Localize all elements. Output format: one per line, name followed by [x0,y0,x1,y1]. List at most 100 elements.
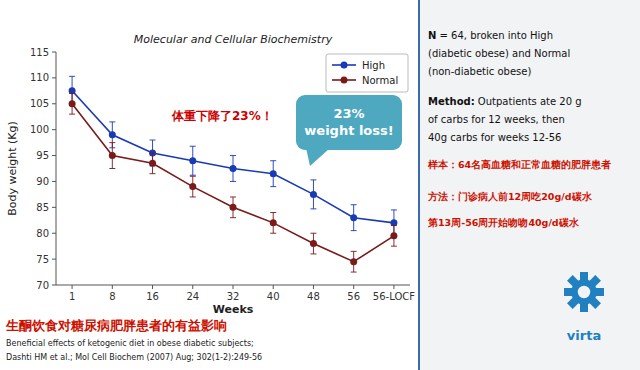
x-tick-label: 48 [307,291,320,302]
logo: virta [564,272,604,343]
error-bar [69,93,75,114]
x-tick [313,285,314,289]
annotation: 体重下降了23%！ [171,109,273,123]
legend-label: High [362,60,385,71]
x-tick-label: 16 [146,291,159,302]
x-tick-label: 40 [267,291,280,302]
sample-text-part: = 64, broken into High [436,30,553,41]
error-bar [270,161,276,187]
bottom-title: 生酮饮食对糖尿病肥胖患者的有益影响 [5,318,227,333]
method-text-part: Method: [428,96,475,107]
x-tick-label: 1 [69,291,75,302]
data-point [390,232,397,239]
error-bar [391,225,397,246]
y-tick-label: 80 [36,228,49,239]
y-tick [52,181,56,182]
y-tick-label: 100 [30,124,49,135]
bubble-text: 23%weight loss! [304,106,393,138]
error-bar [109,143,115,169]
right-panel [419,0,640,370]
y-tick-label: 95 [36,150,49,161]
error-bar [310,233,316,254]
sample-text-part: N [428,30,436,41]
legend-marker [341,77,348,84]
bubble-box [296,95,402,150]
y-tick-label: 110 [30,72,49,83]
y-axis-line [56,52,57,285]
divider [418,0,420,370]
bubble-tail [306,148,330,166]
x-tick [393,285,394,289]
y-tick [52,52,56,53]
data-point [149,160,156,167]
x-tick [112,285,113,289]
logo-ring [575,283,594,302]
y-tick-label: 115 [30,47,49,58]
y-tick [52,103,56,104]
speech-bubble: 23%weight loss! [296,95,402,166]
data-point [310,240,317,247]
chinese-note: 第13周-56周开始吻吻40g/d碳水 [427,217,580,228]
chinese-note: 样本：64名高血糖和正常血糖的肥胖患者 [427,159,611,170]
y-tick [52,155,56,156]
data-point [350,258,357,265]
y-tick [52,207,56,208]
error-bar [351,251,357,272]
y-tick-label: 90 [36,176,49,187]
legend-marker [341,62,348,69]
data-point [69,100,76,107]
error-bar [190,146,196,175]
y-axis-label: Body weight (Kg) [6,121,19,216]
error-bar [351,205,357,231]
x-tick [233,285,234,289]
x-tick [72,285,73,289]
y-tick [52,259,56,260]
data-point [109,131,116,138]
error-bar [310,180,316,209]
method-text: Method: Outpatients ate 20 g [428,96,582,107]
x-tick [192,285,193,289]
left-panel [0,0,419,370]
bottom-citation: Dashti HM et al.; Mol Cell Biochem (2007… [6,353,262,362]
data-point [270,219,277,226]
x-tick [273,285,274,289]
legend: High Normal [326,54,408,92]
method-text-part: Outpatients ate 20 g [475,96,582,107]
sample-text: (non-diabetic obese) [428,66,531,77]
axes: 7075808590951001051101151816243240485656… [30,47,415,303]
data-point [350,214,357,221]
method-text: of carbs for 12 weeks, then [428,114,565,125]
error-bar [230,156,236,182]
data-point [230,204,237,211]
chart: 7075808590951001051101151816243240485656… [0,0,640,370]
y-tick [52,129,56,130]
plot-data [69,76,398,272]
method-text: 40g carbs for weeks 12-56 [428,132,561,143]
y-tick-label: 85 [36,202,49,213]
data-point [270,170,277,177]
y-tick-label: 105 [30,98,49,109]
bottom-subtitle: Beneficial effects of ketogenic diet in … [6,339,254,348]
x-tick-label: 56 [347,291,360,302]
data-point [109,152,116,159]
x-tick-label: 24 [186,291,199,302]
error-bar [230,197,236,218]
data-point [230,165,237,172]
error-bar [150,153,156,174]
logo-text: virta [567,328,601,343]
legend-label: Normal [362,75,398,86]
bubble-text-line: weight loss! [304,123,393,138]
x-tick-label: 32 [227,291,240,302]
data-point [189,157,196,164]
title: Molecular and Cellular Biochemistry [134,33,333,46]
sample-text: N = 64, broken into High [428,30,553,41]
x-tick [152,285,153,289]
series-line [72,104,394,262]
y-tick-label: 70 [36,280,49,291]
data-point [189,183,196,190]
error-bar [190,176,196,197]
x-tick-label: 56-LOCF [373,291,415,302]
legend-box [326,54,408,92]
x-tick [353,285,354,289]
x-axis-label: Weeks [213,303,254,316]
